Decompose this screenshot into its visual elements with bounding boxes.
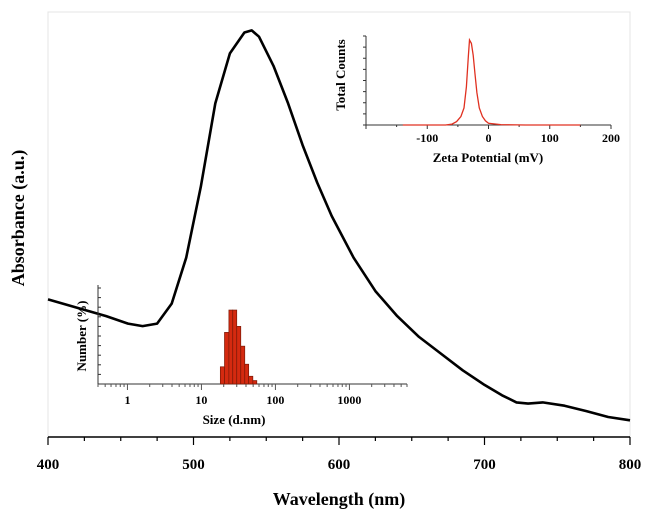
- main-x-tick-label: 700: [473, 457, 496, 473]
- size-x-axis-title: Size (d.nm): [203, 412, 266, 427]
- size-bar: [252, 380, 258, 385]
- size-bar: [236, 326, 242, 385]
- main-x-ticks: [47, 437, 631, 445]
- size-y-axis-title: Number (%): [74, 301, 89, 372]
- zeta-x-axis-title: Zeta Potential (mV): [433, 150, 543, 165]
- absorbance-curve: [47, 29, 631, 422]
- size-x-tick-labels: 1 10 100 1000: [124, 393, 361, 407]
- size-bar: [244, 363, 250, 385]
- main-x-tick-label: 400: [37, 457, 60, 473]
- zeta-curve: [402, 37, 581, 126]
- zeta-inset: -100 0 100 200 Zeta Potential (mV) Total Co…: [333, 35, 620, 165]
- zeta-x-tick-label: -100: [416, 131, 438, 145]
- main-x-tick-label: 800: [619, 457, 642, 473]
- zeta-x-tick-label: 200: [602, 131, 620, 145]
- main-x-tick-labels: 400 500 600 700 800: [37, 457, 642, 473]
- size-bar: [224, 332, 230, 385]
- size-bar: [219, 366, 225, 385]
- zeta-x-tick-label: 0: [486, 131, 492, 145]
- size-x-tick-label: 100: [266, 393, 284, 407]
- main-x-tick-label: 500: [182, 457, 205, 473]
- size-x-ticks: [97, 384, 408, 390]
- zeta-y-axis-title: Total Counts: [333, 39, 348, 110]
- size-x-tick-label: 10: [195, 393, 207, 407]
- zeta-x-tick-label: 100: [541, 131, 559, 145]
- size-bars: [219, 309, 258, 385]
- size-bar: [240, 345, 246, 385]
- size-x-tick-label: 1: [124, 393, 130, 407]
- zeta-x-tick-labels: -100 0 100 200: [416, 131, 620, 145]
- size-bar: [232, 309, 238, 385]
- size-bar: [228, 309, 234, 385]
- size-x-tick-label: 1000: [337, 393, 361, 407]
- size-bar: [248, 375, 254, 385]
- size-y-ticks: [98, 287, 101, 385]
- main-y-axis-title: Absorbance (a.u.): [8, 150, 29, 287]
- main-x-tick-label: 600: [328, 457, 351, 473]
- main-x-axis-title: Wavelength (nm): [273, 489, 406, 510]
- size-inset: 1 10 100 1000 Size (d.nm) Number (%): [74, 285, 408, 427]
